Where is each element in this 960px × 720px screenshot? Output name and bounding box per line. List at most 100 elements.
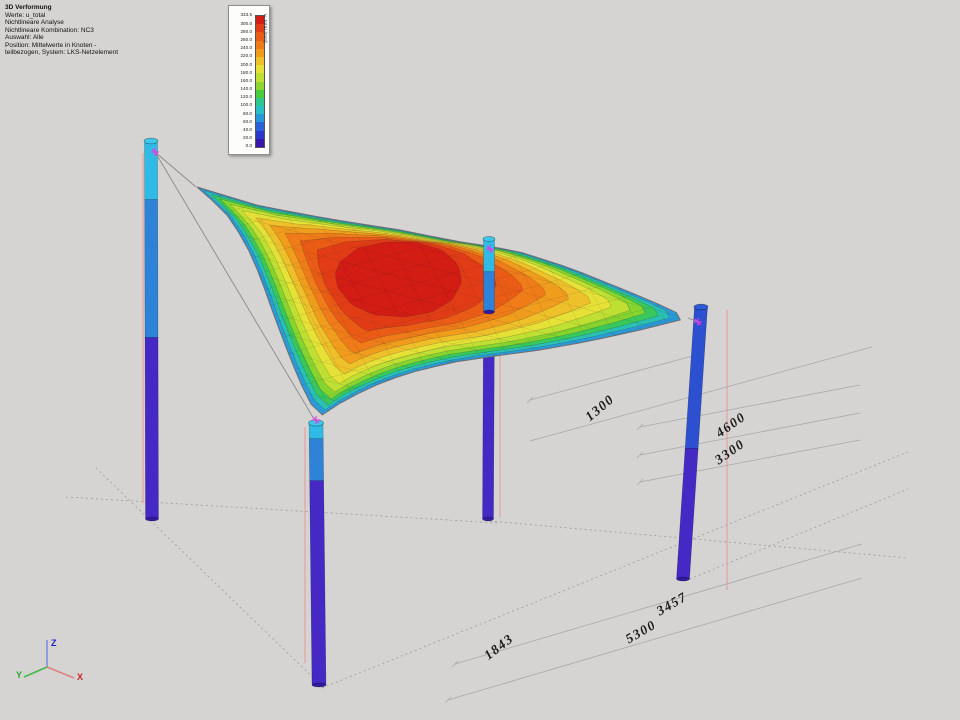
analysis-info-panel: 3D Verformung Werte: u_total Nichtlineare … [5,4,230,57]
mast-base [483,309,495,315]
legend-tick: 20.0 [243,135,252,141]
node-marker [312,416,320,424]
mesh-line [95,485,905,706]
mesh-line [197,187,681,245]
mesh-line [197,187,569,415]
mesh-line [197,405,681,415]
mesh-line [197,207,681,415]
legend-color-band [256,73,264,82]
legend-tick: 40.0 [243,127,252,133]
legend-tick: 120.0 [240,94,253,100]
ground-line [95,467,327,691]
info-line: Werte: u_total [5,11,46,19]
legend-color-band [256,16,264,25]
legend-color-band [256,106,264,115]
mesh-line [197,187,523,415]
mesh-line [0,520,738,720]
mast-cap [693,303,709,311]
y-axis-label: Y [16,670,23,680]
mesh-line [197,221,681,415]
mast-cap [482,236,496,242]
mesh-line [248,187,638,415]
mast-segment [676,448,699,580]
dimension-line [639,412,861,456]
legend-color-band [256,48,264,57]
mesh-line [100,501,910,720]
mesh-line [617,187,681,415]
legend-color-band [256,65,264,74]
z-axis-label: Z [51,638,57,648]
legend-color-band [256,40,264,49]
mesh-line [733,0,960,408]
mesh-line [197,187,681,379]
mast-segment [309,480,327,686]
mesh-line [197,187,681,362]
legend-tick: 180.0 [240,69,253,75]
cable [154,151,197,188]
mesh-line [197,240,681,415]
mast-segment [144,140,158,200]
ground-line [684,488,909,582]
mesh-line [197,224,681,415]
legend-tick: 140.0 [240,86,253,92]
mesh-line [197,187,681,247]
mesh-line [109,534,919,720]
dimension-line [639,439,861,483]
mesh-line [0,471,751,688]
info-line: Nichtlineare Analyse [5,19,64,27]
node-marker [486,245,494,253]
dimension-tick [636,423,644,431]
dimension-line [639,384,861,428]
cable [687,317,699,323]
mesh-line [640,187,681,415]
legend-tick: 0.0 [245,143,252,149]
legend-tick: 80.0 [243,110,252,116]
mast-base [676,576,690,582]
mesh-line [848,0,960,348]
mast-segment [483,271,495,313]
legend-tick: 200.0 [240,61,253,67]
legend-color-band [256,24,264,33]
mesh-line [197,187,546,415]
mesh-line [202,187,592,415]
legend-color-band [256,122,264,131]
mesh-line [197,388,681,415]
legend-tick: 100.0 [240,102,253,108]
mast-behind-sail [482,309,495,522]
mast-base [145,516,159,522]
mesh-line [197,187,338,415]
legend-tick: 300.0 [240,20,253,26]
mesh-line [197,238,681,415]
mesh-line [122,583,932,720]
mesh-line [197,189,681,411]
mesh-line [197,257,681,415]
mesh-line [779,0,960,384]
dimension-tick [451,660,459,668]
legend-color-band [256,138,264,147]
mesh-line [0,619,712,720]
mesh-line [136,632,946,720]
membrane-edge-cable [196,186,682,416]
y-axis [23,666,48,678]
ground-line [489,520,909,559]
legend-color-band [256,56,264,66]
mesh-line [0,537,734,720]
mesh-line [225,187,615,415]
legend-tick: 160.0 [240,77,253,83]
dimension-tick [526,396,534,404]
mesh-line [825,0,960,360]
mesh-line [197,205,681,415]
x-axis-label: X [77,672,84,682]
mesh-line [197,187,681,346]
legend-tick-labels: 333.5 300.0 280.0 260.0 240.0 220.0 200.0 180.0… [229,6,253,154]
mesh-line [0,570,725,720]
mesh-line [197,385,681,415]
legend-tick: 240.0 [240,45,253,51]
info-line: Auswahl: Alle [5,34,44,42]
mesh-line [197,355,681,415]
legend-tick: 60.0 [243,118,252,124]
mast-base [482,516,494,522]
mesh-line [0,635,707,720]
